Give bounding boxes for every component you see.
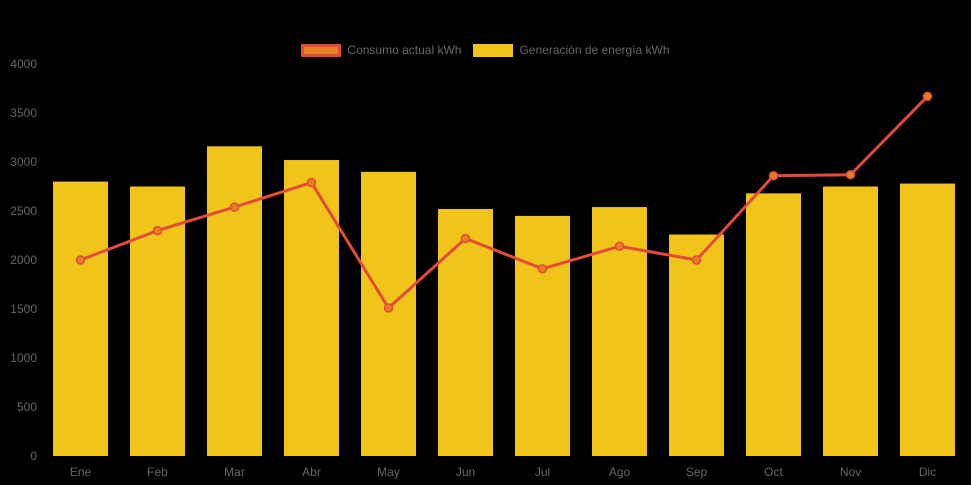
x-label-ene: Ene [70, 465, 92, 479]
point-dic[interactable] [922, 91, 933, 102]
point-ene[interactable] [75, 255, 86, 265]
y-tick-1500: 1500 [10, 302, 37, 316]
x-label-mar: Mar [224, 465, 245, 479]
point-may[interactable] [383, 303, 394, 313]
y-tick-1000: 1000 [10, 351, 37, 365]
bar-jul[interactable] [515, 215, 570, 456]
bar-may[interactable] [361, 171, 416, 457]
bar-sep[interactable] [669, 234, 724, 456]
legend-swatch-consumo-icon [301, 43, 342, 57]
point-jul[interactable] [537, 264, 548, 274]
legend-item-consumo[interactable]: Consumo actual kWh [301, 43, 461, 57]
point-ago[interactable] [614, 241, 625, 252]
bar-nov[interactable] [823, 186, 878, 457]
y-tick-2000: 2000 [10, 253, 37, 267]
x-label-abr: Abr [302, 465, 321, 479]
x-label-may: May [377, 465, 400, 479]
point-jun[interactable] [460, 233, 471, 244]
x-label-oct: Oct [764, 465, 783, 479]
point-nov[interactable] [845, 169, 856, 180]
point-mar[interactable] [229, 202, 240, 212]
x-label-jun: Jun [456, 465, 475, 479]
consumo-line [79, 94, 929, 310]
bar-abr[interactable] [284, 160, 339, 457]
y-tick-3000: 3000 [10, 155, 37, 169]
x-label-ago: Ago [609, 465, 631, 479]
legend-swatch-generacion-icon [473, 43, 514, 57]
bar-ene[interactable] [53, 181, 108, 456]
bar-mar[interactable] [207, 146, 262, 456]
point-feb[interactable] [152, 225, 163, 236]
legend-label-consumo: Consumo actual kWh [347, 43, 462, 57]
x-label-feb: Feb [147, 465, 168, 479]
x-label-nov: Nov [840, 465, 861, 479]
point-sep[interactable] [691, 255, 702, 265]
bar-dic[interactable] [900, 183, 955, 456]
y-tick-4000: 4000 [10, 57, 37, 71]
legend-label-generacion: Generación de energía kWh [519, 43, 670, 57]
x-label-dic: Dic [919, 465, 936, 479]
x-label-jul: Jul [535, 465, 550, 479]
y-tick-0: 0 [30, 449, 37, 463]
legend-item-generacion[interactable]: Generación de energía kWh [473, 43, 670, 57]
point-oct[interactable] [768, 170, 779, 181]
x-label-sep: Sep [686, 465, 708, 479]
y-tick-3500: 3500 [10, 106, 37, 120]
y-tick-500: 500 [17, 400, 37, 414]
point-abr[interactable] [306, 177, 317, 188]
y-tick-2500: 2500 [10, 204, 37, 218]
bar-oct[interactable] [746, 193, 801, 457]
bar-jun[interactable] [438, 209, 493, 456]
chart-legend: Consumo actual kWh Generación de energía… [0, 43, 971, 57]
